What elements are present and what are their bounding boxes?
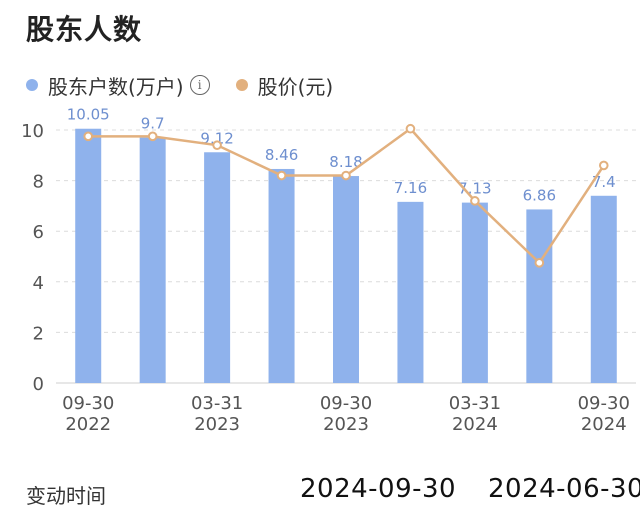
bar xyxy=(461,202,488,383)
x-tick-label: 09-30 xyxy=(62,393,114,414)
chart-title: 股东人数 xyxy=(26,13,143,46)
bar xyxy=(204,152,231,383)
x-tick-label: 2024 xyxy=(581,414,627,435)
bar-value-label: 7.4 xyxy=(592,173,616,191)
price-point xyxy=(341,170,351,181)
legend-label-holders: 股东户数(万户) xyxy=(48,74,184,99)
info-icon[interactable]: i xyxy=(189,75,210,95)
bar-value-label: 8.46 xyxy=(265,146,298,164)
bar xyxy=(333,176,359,383)
x-tick-label: 09-30 xyxy=(578,393,630,414)
price-point xyxy=(470,196,480,206)
bar-value-label: 9.7 xyxy=(141,115,165,133)
y-tick-label: 4 xyxy=(33,273,44,294)
change-date-2[interactable]: 2024-06-30 xyxy=(488,474,640,504)
legend-label-price: 股价(元) xyxy=(257,74,334,99)
bar-value-label: 7.16 xyxy=(394,179,427,197)
bar xyxy=(526,209,553,383)
x-tick-label: 2023 xyxy=(323,414,369,435)
y-tick-label: 2 xyxy=(33,323,44,344)
price-point xyxy=(534,258,545,268)
price-point xyxy=(405,123,416,134)
y-tick-label: 10 xyxy=(21,121,44,142)
x-tick-label: 03-31 xyxy=(449,393,501,414)
y-tick-label: 0 xyxy=(33,374,44,395)
bar-value-label: 6.86 xyxy=(523,186,556,204)
chart-legend: 股东户数(万户) i 股价(元) xyxy=(26,70,359,100)
y-tick-label: 6 xyxy=(33,222,44,243)
x-tick-label: 2023 xyxy=(194,414,240,435)
change-time-row: 变动时间 2024-09-30 2024-06-30 xyxy=(0,470,640,508)
bar xyxy=(139,137,166,383)
change-date-1[interactable]: 2024-09-30 xyxy=(300,474,457,504)
price-point xyxy=(598,160,609,171)
change-time-label: 变动时间 xyxy=(26,484,106,508)
x-tick-label: 2022 xyxy=(65,414,111,435)
price-point xyxy=(83,131,94,142)
legend-marker-price xyxy=(235,79,248,91)
price-point xyxy=(212,140,222,150)
x-tick-label: 03-31 xyxy=(191,393,243,414)
legend-marker-holders xyxy=(26,79,38,91)
bar-value-label: 8.18 xyxy=(329,153,362,171)
bar xyxy=(75,128,102,383)
bar-value-label: 9.12 xyxy=(200,129,233,147)
price-point xyxy=(147,131,158,142)
bar xyxy=(590,195,617,383)
bar xyxy=(268,168,295,383)
x-tick-label: 2024 xyxy=(452,414,498,435)
legend-item-holders[interactable]: 股东户数(万户) i xyxy=(26,71,210,100)
legend-item-price[interactable]: 股价(元) xyxy=(235,71,334,100)
bar xyxy=(397,201,424,383)
price-point xyxy=(276,170,287,181)
bar-value-label: 10.05 xyxy=(67,106,110,124)
x-tick-label: 09-30 xyxy=(320,393,372,414)
y-tick-label: 8 xyxy=(33,172,44,193)
